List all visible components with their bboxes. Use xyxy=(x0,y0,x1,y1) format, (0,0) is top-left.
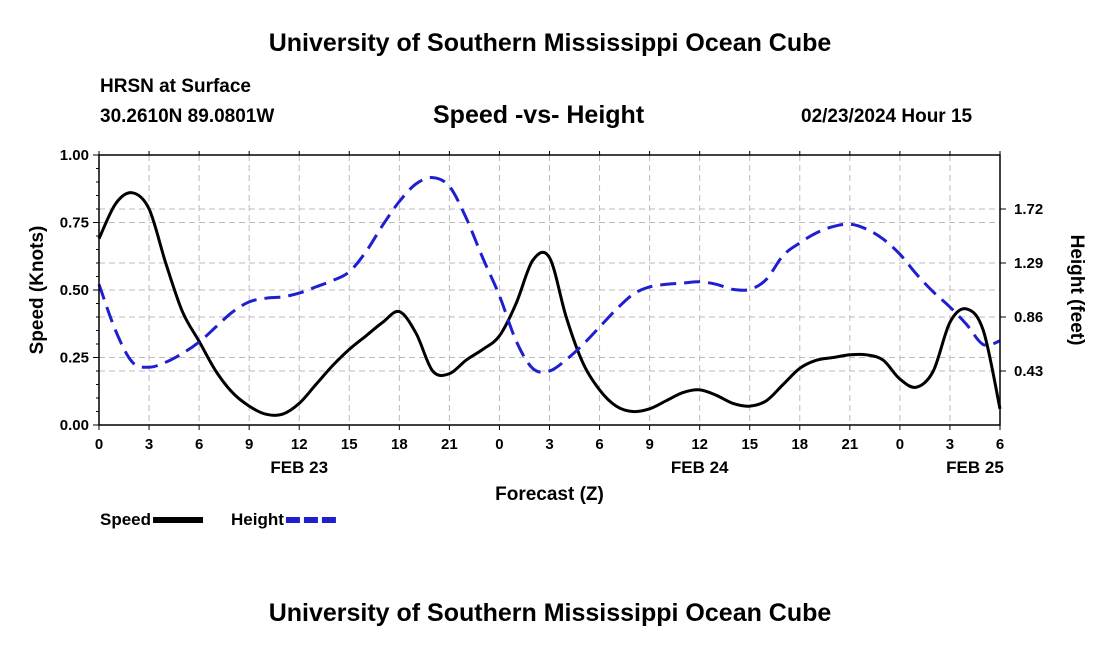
x-tick-label: 18 xyxy=(791,436,808,453)
y-right-tick-label: 1.29 xyxy=(1014,255,1043,272)
x-tick-label: 6 xyxy=(595,436,603,453)
y-left-tick-label: 0.75 xyxy=(60,215,89,232)
axes: 0 3 6 9 12 15 18 21 0 3 6 9 12 15 18 21 0 3 6 0.00 0.25 0.50 0… xyxy=(27,147,1087,505)
station-label: HRSN at Surface xyxy=(100,76,251,97)
x-tick-label: 0 xyxy=(896,436,904,453)
legend-label: Speed xyxy=(100,510,151,529)
x-tick-label: 3 xyxy=(545,436,553,453)
x-tick-label: 15 xyxy=(741,436,758,453)
station-coordinates: 30.2610N 89.0801W xyxy=(100,106,275,127)
x-tick-label: 0 xyxy=(495,436,503,453)
x-axis-title: Forecast (Z) xyxy=(495,484,604,505)
y-right-tick-label: 0.86 xyxy=(1014,309,1043,326)
chart-main-title: University of Southern Mississippi Ocean… xyxy=(268,29,832,57)
x-tick-label: 9 xyxy=(245,436,253,453)
x-tick-label: 9 xyxy=(645,436,653,453)
x-tick-label: 18 xyxy=(391,436,408,453)
y-left-tick-label: 0.00 xyxy=(60,417,89,434)
plot-title: Speed -vs- Height xyxy=(433,101,645,129)
date-label: FEB 24 xyxy=(671,458,729,477)
y-right-tick-label: 1.72 xyxy=(1014,201,1043,218)
legend: Speed Height xyxy=(100,510,336,529)
x-tick-label: 21 xyxy=(441,436,458,453)
date-label: FEB 23 xyxy=(270,458,328,477)
date-label: FEB 25 xyxy=(946,458,1004,477)
x-tick-label: 12 xyxy=(291,436,308,453)
x-tick-label: 3 xyxy=(145,436,153,453)
x-tick-label: 15 xyxy=(341,436,358,453)
x-tick-label: 3 xyxy=(946,436,954,453)
y-left-tick-label: 0.50 xyxy=(60,282,89,299)
legend-label: Height xyxy=(231,510,284,529)
footer-title: University of Southern Mississippi Ocean… xyxy=(268,599,832,627)
series-lines xyxy=(97,176,1002,417)
x-tick-label: 6 xyxy=(195,436,203,453)
grid-lines xyxy=(99,155,1000,425)
speed-series-line xyxy=(97,191,1002,417)
height-series-line xyxy=(97,176,1001,374)
y-left-axis-title: Speed (Knots) xyxy=(27,226,48,355)
x-tick-label: 6 xyxy=(996,436,1004,453)
x-tick-label: 21 xyxy=(841,436,858,453)
y-left-tick-label: 0.25 xyxy=(60,350,89,367)
y-right-tick-label: 0.43 xyxy=(1014,363,1043,380)
forecast-datetime: 02/23/2024 Hour 15 xyxy=(801,106,973,127)
x-tick-label: 0 xyxy=(95,436,103,453)
x-tick-label: 12 xyxy=(691,436,708,453)
y-left-tick-label: 1.00 xyxy=(60,147,89,164)
y-right-axis-title: Height (feet) xyxy=(1066,235,1087,346)
